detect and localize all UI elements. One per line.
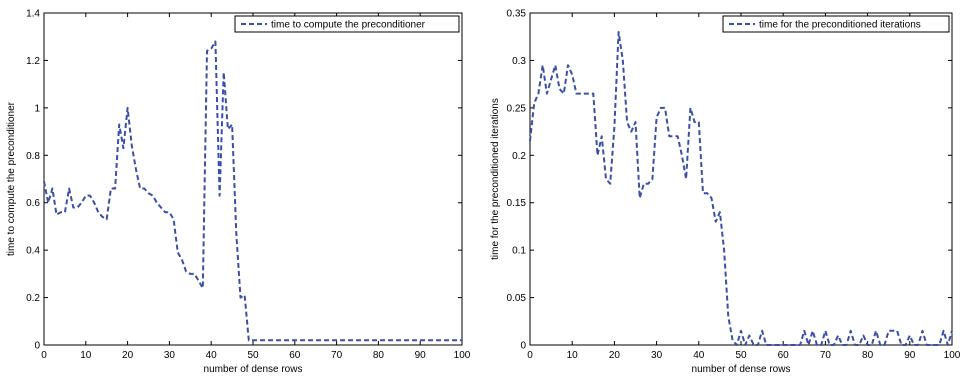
chart-1: 0 10 20 30 40 50 60 70 80 90 100 0 0.2 0.4 0.6 0.8 1 1.2 1… xyxy=(6,9,471,376)
x-tick-label: 90 xyxy=(904,350,916,361)
plot-frame xyxy=(43,12,463,346)
y-tick-label: 0.2 xyxy=(512,151,526,162)
series-line xyxy=(43,40,462,342)
y-axis-label: time to compute the preconditioner xyxy=(6,101,17,256)
x-tick-label: 50 xyxy=(735,350,747,361)
x-tick-label: 60 xyxy=(289,350,301,361)
x-tick-label: 0 xyxy=(527,350,533,361)
legend-box xyxy=(234,15,460,33)
y-tick-label: 1 xyxy=(34,103,40,114)
legend-label: time to compute the preconditioner xyxy=(271,20,426,31)
y-tick-label: 0.6 xyxy=(26,198,40,209)
x-tick-label: 30 xyxy=(164,350,176,361)
y-tick-label: 1.4 xyxy=(26,9,40,20)
x-tick-label: 50 xyxy=(247,350,259,361)
x-tick-label: 80 xyxy=(373,350,385,361)
y-tick-label: 0 xyxy=(520,341,526,352)
y-tick-label: 0.4 xyxy=(26,246,40,257)
chart-2: 0 10 20 30 40 50 60 70 80 90 100 0 0.05 0.1 0.15 0.2 0.2… xyxy=(490,9,961,376)
x-tick-label: 100 xyxy=(454,350,471,361)
y-tick-label: 0.15 xyxy=(507,198,527,209)
x-tick-label: 70 xyxy=(331,350,343,361)
x-tick-label: 0 xyxy=(41,350,47,361)
x-tick-label: 20 xyxy=(122,350,134,361)
y-tick-label: 0.25 xyxy=(507,103,527,114)
y-tick-label: 1.2 xyxy=(26,56,40,67)
x-tick-label: 10 xyxy=(567,350,579,361)
x-tick-label: 60 xyxy=(778,350,790,361)
legend-box xyxy=(722,15,950,33)
y-tick-label: 0.1 xyxy=(512,246,526,257)
x-tick-label: 10 xyxy=(80,350,92,361)
legend-label: time for the preconditioned iterations xyxy=(759,20,921,31)
x-axis-label: number of dense rows xyxy=(204,364,303,375)
series-line xyxy=(529,31,953,346)
x-tick-label: 40 xyxy=(206,350,218,361)
x-tick-label: 90 xyxy=(415,350,427,361)
x-tick-label: 70 xyxy=(820,350,832,361)
x-tick-label: 40 xyxy=(693,350,705,361)
y-axis-label: time for the preconditioned iterations xyxy=(490,98,501,260)
y-tick-label: 0.05 xyxy=(507,293,527,304)
x-tick-label: 80 xyxy=(862,350,874,361)
x-tick-label: 30 xyxy=(651,350,663,361)
x-tick-label: 20 xyxy=(609,350,621,361)
y-tick-label: 0 xyxy=(34,341,40,352)
y-tick-label: 0.2 xyxy=(26,293,40,304)
y-tick-label: 0.8 xyxy=(26,151,40,162)
y-tick-label: 0.3 xyxy=(512,56,526,67)
y-tick-label: 0.35 xyxy=(507,9,527,20)
plot-frame xyxy=(529,12,953,346)
x-axis-label: number of dense rows xyxy=(692,364,791,375)
x-tick-label: 100 xyxy=(944,350,961,361)
